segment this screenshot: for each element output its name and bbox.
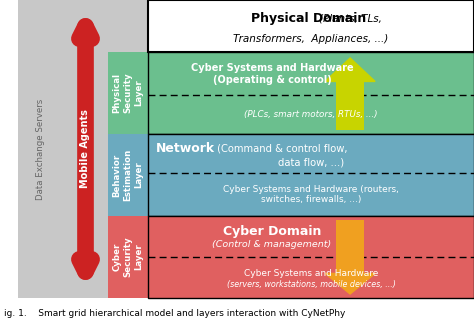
Text: Transformers,  Appliances, ...): Transformers, Appliances, ...)	[233, 34, 389, 44]
Text: Physical
Security
Layer: Physical Security Layer	[112, 73, 144, 113]
Text: (Operating & control): (Operating & control)	[212, 75, 331, 85]
Bar	[336, 220, 364, 274]
Polygon shape	[325, 274, 375, 294]
Text: Mobile Agents: Mobile Agents	[81, 110, 91, 189]
Bar	[148, 0, 474, 52]
Bar	[18, 0, 148, 298]
Text: Cyber Domain: Cyber Domain	[223, 225, 321, 238]
Text: (Command & control flow,: (Command & control flow,	[214, 144, 347, 154]
Text: Cyber Systems and Hardware (routers,
switches, firewalls, ...): Cyber Systems and Hardware (routers, swi…	[223, 185, 399, 204]
Bar	[108, 134, 148, 216]
Text: Data Exchange Servers: Data Exchange Servers	[36, 98, 45, 200]
Text: (Control & management): (Control & management)	[212, 240, 331, 249]
Text: Physical Domain: Physical Domain	[251, 12, 371, 25]
Bar	[148, 134, 474, 216]
Bar	[148, 216, 474, 298]
Text: Behavior
Estimation
Layer: Behavior Estimation Layer	[112, 149, 144, 201]
Text: Cyber Systems and Hardware: Cyber Systems and Hardware	[191, 63, 353, 73]
Bar	[108, 216, 148, 298]
Text: data flow, ...): data flow, ...)	[278, 158, 344, 168]
Polygon shape	[325, 58, 375, 81]
Text: Cyber
Security
Layer: Cyber Security Layer	[112, 237, 144, 277]
Text: (PLCs, smart motors, RTUs, ...): (PLCs, smart motors, RTUs, ...)	[244, 110, 378, 119]
Bar	[148, 52, 474, 134]
Text: (Plants, TLs,: (Plants, TLs,	[241, 13, 382, 23]
Text: (servers, workstations, mobile devices, ...): (servers, workstations, mobile devices, …	[227, 280, 395, 289]
Text: Network: Network	[156, 142, 215, 155]
Bar	[336, 81, 364, 130]
Text: ig. 1.    Smart grid hierarchical model and layers interaction with CyNetPhy: ig. 1. Smart grid hierarchical model and…	[4, 309, 346, 318]
Text: Cyber Systems and Hardware: Cyber Systems and Hardware	[244, 269, 378, 278]
Bar	[108, 52, 148, 134]
